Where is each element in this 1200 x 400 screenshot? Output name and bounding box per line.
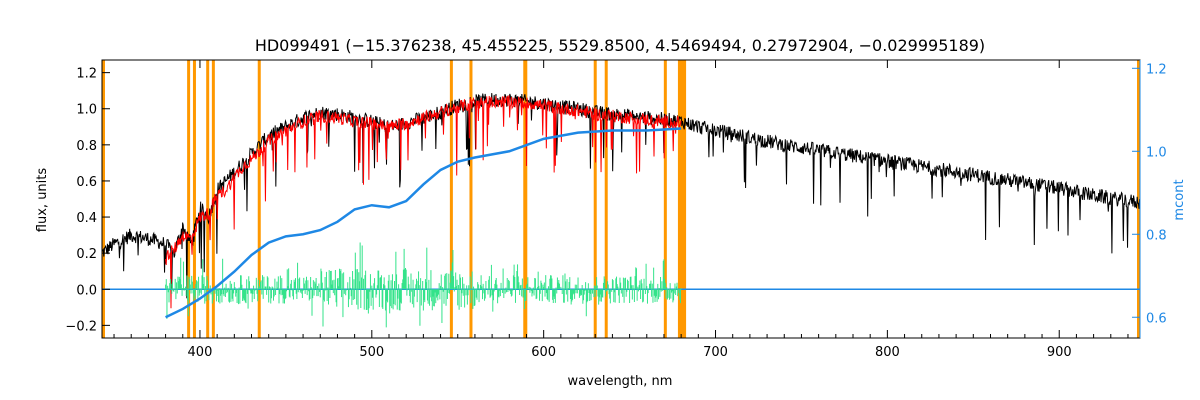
y-tick-label-4: 0.6 xyxy=(76,175,97,190)
x-tick-label-400: 400 xyxy=(188,345,213,360)
masked-band-1 xyxy=(192,60,196,338)
x-tick-label-700: 700 xyxy=(703,345,728,360)
y-tick-label-5: 0.8 xyxy=(76,139,97,154)
series-observed xyxy=(101,93,1141,299)
masked-band-right-edge xyxy=(1137,60,1140,338)
masked-band-left-edge xyxy=(102,60,105,338)
y2-tick-label-3: 1.2 xyxy=(1146,62,1167,77)
chart-title: HD099491 (−15.376238, 45.455225, 5529.85… xyxy=(255,36,985,55)
y2-tick-label-1: 0.8 xyxy=(1146,228,1167,243)
masked-band-4 xyxy=(257,60,261,338)
masked-band-12 xyxy=(677,60,681,338)
x-axis-ticks: 400 500 600 700 800 900 xyxy=(113,60,1129,360)
y2-axis-title: mcont xyxy=(1172,179,1187,220)
masked-band-5 xyxy=(449,60,453,338)
masked-band-9 xyxy=(593,60,597,338)
series-layer xyxy=(101,93,1141,328)
y2-axis-ticks: 0.6 0.8 1.0 1.2 xyxy=(1132,62,1167,326)
y-tick-label-0: −0.2 xyxy=(65,319,97,334)
series-model xyxy=(165,95,682,309)
masked-band-2 xyxy=(206,60,210,338)
masked-band-8 xyxy=(524,60,528,338)
masked-band-10 xyxy=(604,60,608,338)
masked-band-13 xyxy=(680,60,684,338)
x-tick-label-800: 800 xyxy=(875,345,900,360)
x-axis-title: wavelength, nm xyxy=(568,374,673,389)
y-tick-label-1: 0.0 xyxy=(76,283,97,298)
masked-band-11 xyxy=(663,60,667,338)
x-tick-label-600: 600 xyxy=(531,345,556,360)
x-tick-label-500: 500 xyxy=(359,345,384,360)
x-tick-label-900: 900 xyxy=(1047,345,1072,360)
series-continuum xyxy=(165,127,682,319)
y2-tick-label-2: 1.0 xyxy=(1146,145,1167,160)
masked-band-14 xyxy=(683,60,687,338)
y-tick-label-7: 1.2 xyxy=(76,67,97,82)
y2-tick-label-0: 0.6 xyxy=(1146,311,1167,326)
y-axis-title: flux, units xyxy=(35,168,50,233)
masked-band-0 xyxy=(187,60,191,338)
y-tick-label-2: 0.2 xyxy=(76,247,97,262)
y-axis-ticks: −0.2 0.0 0.2 0.4 0.6 0.8 1.0 1.2 xyxy=(65,67,110,334)
y-tick-label-3: 0.4 xyxy=(76,211,97,226)
series-residuals xyxy=(165,242,682,328)
y-tick-label-6: 1.0 xyxy=(76,103,97,118)
masked-band-6 xyxy=(469,60,473,338)
